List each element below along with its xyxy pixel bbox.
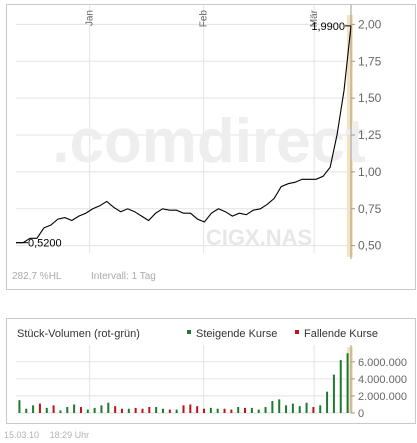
price-chart: .comdirect CIGX.NAS Jan Feb Mär 0,50 0,75 1,… xyxy=(12,5,382,282)
x-tick-label-jan: Jan xyxy=(85,10,96,26)
falling-legend-label: Fallende Kurse xyxy=(304,328,378,340)
rising-volume-bar xyxy=(66,407,69,413)
falling-volume-bar xyxy=(141,408,144,413)
current-period-highlight xyxy=(347,15,353,257)
rising-volume-bar xyxy=(285,405,288,413)
date-label: 15.03.10 xyxy=(4,430,40,440)
y-tick-label-0-50: 0,50 xyxy=(358,239,382,253)
rising-volume-bar xyxy=(127,408,130,413)
rising-volume-bar xyxy=(326,391,329,413)
rising-volume-bar xyxy=(332,374,335,413)
rising-volume-bar xyxy=(209,407,212,413)
rising-volume-bar xyxy=(250,407,253,413)
volume-tick-label-0: 0 xyxy=(358,408,364,420)
falling-volume-bar xyxy=(182,405,185,413)
rising-volume-bar xyxy=(305,402,308,413)
rising-legend-label: Steigende Kurse xyxy=(196,328,277,340)
rising-volume-bar xyxy=(175,409,178,413)
volume-tick-label-2-000-000: 2.000.000 xyxy=(358,391,407,403)
y-tick-label-2-00: 2,00 xyxy=(358,17,382,31)
interval-label: Intervall: 1 Tag xyxy=(91,271,156,282)
rising-volume-bar xyxy=(319,405,322,413)
falling-volume-bar xyxy=(148,407,151,413)
falling-volume-bar xyxy=(134,407,137,413)
rising-volume-bar xyxy=(298,406,301,413)
symbol-watermark: CIGX.NAS xyxy=(206,225,312,250)
timestamp-footer: 15.03.10 18:29 Uhr xyxy=(4,430,97,440)
y-tick-label-1-25: 1,25 xyxy=(358,128,382,142)
rising-volume-bar xyxy=(59,410,62,413)
rising-volume-bar xyxy=(161,408,164,413)
rising-volume-bar xyxy=(18,400,21,413)
rising-volume-bar xyxy=(73,404,76,413)
y-tick-label-1-75: 1,75 xyxy=(358,54,382,68)
volume-tick-label-4-000-000: 4.000.000 xyxy=(358,374,407,386)
falling-volume-bar xyxy=(203,408,206,413)
price-series-line xyxy=(16,25,352,244)
falling-volume-bar xyxy=(244,407,247,413)
y-tick-label-1-50: 1,50 xyxy=(358,91,382,105)
change-percent-label: 282,7 %HL xyxy=(12,271,62,282)
falling-volume-bar xyxy=(168,409,171,413)
volume-chart: Stück-Volumen (rot-grün) Steigende Kurse… xyxy=(16,328,407,420)
y-tick-label-1-00: 1,00 xyxy=(358,165,382,179)
rising-volume-bar xyxy=(271,401,274,413)
rising-volume-bar xyxy=(257,409,260,413)
rising-volume-bar xyxy=(45,407,48,413)
time-label: 18:29 Uhr xyxy=(49,430,90,440)
falling-legend-swatch xyxy=(295,330,299,334)
falling-volume-bar xyxy=(52,405,55,413)
rising-volume-bar xyxy=(32,405,35,413)
x-tick-label-m-r: Mär xyxy=(309,9,320,27)
rising-volume-bar xyxy=(155,407,158,413)
rising-volume-bar xyxy=(264,407,267,413)
rising-volume-bar xyxy=(93,407,96,413)
rising-volume-bar xyxy=(25,408,28,413)
volume-title: Stück-Volumen (rot-grün) xyxy=(17,328,140,340)
falling-volume-bar xyxy=(223,408,226,413)
falling-volume-bar xyxy=(312,407,315,413)
falling-volume-bar xyxy=(114,406,117,413)
falling-volume-bar xyxy=(79,407,82,413)
falling-volume-bar xyxy=(189,404,192,413)
end-value-label: 1,9900 xyxy=(311,21,345,33)
volume-highlight xyxy=(347,347,353,413)
rising-volume-bar xyxy=(278,399,281,413)
rising-volume-bar xyxy=(339,360,342,413)
rising-volume-bar xyxy=(86,409,89,413)
y-tick-label-0-75: 0,75 xyxy=(358,202,382,216)
falling-volume-bar xyxy=(38,403,41,413)
rising-volume-bar xyxy=(237,407,240,413)
falling-volume-bar xyxy=(120,408,123,413)
start-value-label: 0,5200 xyxy=(28,238,62,250)
price-chart-panel: .comdirect CIGX.NAS Jan Feb Mär 0,50 0,75 1,… xyxy=(6,4,416,290)
rising-legend-swatch xyxy=(187,330,191,334)
x-tick-label-feb: Feb xyxy=(199,10,210,28)
brand-watermark: .comdirect xyxy=(52,107,366,176)
volume-tick-label-6-000-000: 6.000.000 xyxy=(358,357,407,369)
rising-volume-bar xyxy=(346,353,349,413)
falling-volume-bar xyxy=(196,406,199,413)
volume-chart-panel: Stück-Volumen (rot-grün) Steigende Kurse… xyxy=(6,318,416,424)
rising-volume-bar xyxy=(100,405,103,413)
falling-volume-bar xyxy=(230,409,233,413)
rising-volume-bar xyxy=(107,402,110,413)
rising-volume-bar xyxy=(291,403,294,413)
rising-volume-bar xyxy=(216,408,219,413)
